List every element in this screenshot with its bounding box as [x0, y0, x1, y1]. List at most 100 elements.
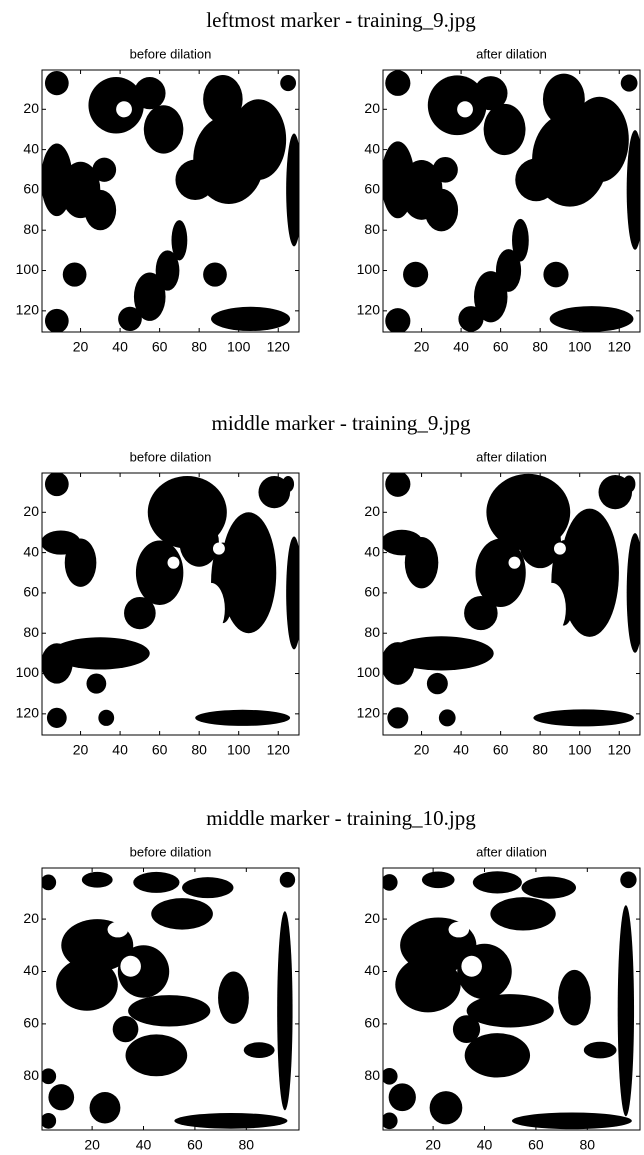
- blob: [490, 897, 555, 930]
- blob: [381, 642, 415, 685]
- blob: [126, 1034, 188, 1076]
- blob: [45, 472, 69, 496]
- blob: [128, 995, 210, 1026]
- y-tick-label: 20: [364, 503, 380, 519]
- y-tick-label: 80: [23, 221, 39, 237]
- x-tick-label: 40: [136, 1137, 152, 1153]
- x-tick-label: 120: [608, 339, 632, 355]
- y-tick-label: 60: [23, 584, 39, 600]
- x-tick-label: 80: [191, 742, 207, 758]
- blob: [430, 1091, 463, 1124]
- hole: [461, 956, 482, 977]
- blob: [425, 189, 459, 232]
- y-tick-label: 60: [23, 181, 39, 197]
- blob: [211, 307, 290, 331]
- hole: [120, 956, 141, 977]
- y-tick-label: 20: [23, 503, 39, 519]
- blob: [82, 872, 113, 888]
- image-content: [381, 471, 644, 728]
- y-tick-label: 40: [23, 140, 39, 156]
- blob: [86, 674, 106, 694]
- x-tick-label: 20: [425, 1137, 441, 1153]
- y-tick-label: 100: [16, 261, 40, 277]
- y-tick-label: 40: [23, 962, 39, 978]
- panel-title: before dilation: [130, 844, 212, 859]
- x-tick-label: 40: [112, 339, 128, 355]
- blob: [395, 957, 460, 1013]
- blob: [439, 709, 456, 726]
- blob: [627, 130, 644, 250]
- blob: [458, 306, 483, 332]
- y-tick-label: 60: [364, 1015, 380, 1031]
- blob: [286, 133, 302, 246]
- blob: [133, 872, 179, 893]
- y-tick-label: 80: [364, 624, 380, 640]
- y-tick-label: 20: [23, 100, 39, 116]
- hole: [449, 922, 470, 938]
- image-content: [41, 71, 302, 333]
- blob: [136, 541, 183, 605]
- blob: [203, 262, 227, 286]
- blob: [405, 537, 439, 588]
- blob: [627, 533, 644, 653]
- y-tick-label: 100: [357, 261, 381, 277]
- blob: [113, 1016, 139, 1042]
- y-tick-label: 40: [364, 140, 380, 156]
- hole: [197, 583, 225, 635]
- blob: [464, 596, 498, 630]
- blob: [63, 262, 87, 286]
- y-tick-label: 80: [23, 624, 39, 640]
- blob: [45, 71, 69, 95]
- figure-title: middle marker - training_9.jpg: [212, 411, 471, 435]
- y-tick-label: 20: [364, 910, 380, 926]
- hole: [554, 543, 566, 555]
- y-tick-label: 80: [364, 221, 380, 237]
- blob: [484, 104, 526, 155]
- blob: [151, 898, 213, 929]
- panel-title: after dilation: [476, 844, 547, 859]
- blob: [56, 958, 118, 1010]
- blob: [280, 75, 296, 91]
- blob: [47, 708, 67, 728]
- blob: [467, 994, 554, 1027]
- blob: [182, 877, 233, 898]
- blob: [88, 77, 143, 133]
- y-tick-label: 20: [23, 910, 39, 926]
- blob: [512, 1112, 632, 1129]
- y-tick-label: 40: [364, 543, 380, 559]
- x-tick-label: 100: [568, 339, 592, 355]
- y-tick-label: 80: [23, 1067, 39, 1083]
- x-tick-label: 100: [568, 742, 592, 758]
- x-tick-label: 60: [152, 742, 168, 758]
- x-tick-label: 60: [528, 1137, 544, 1153]
- panel-title: before dilation: [130, 46, 212, 61]
- image: [41, 472, 302, 728]
- blob: [558, 970, 591, 1026]
- figure: leftmost marker - training_9.jpgbefore d…: [0, 0, 644, 1155]
- blob: [218, 971, 249, 1023]
- x-tick-label: 40: [477, 1137, 493, 1153]
- hole: [213, 543, 225, 555]
- blob: [465, 1033, 530, 1077]
- blob: [533, 709, 634, 726]
- blob: [174, 1113, 287, 1129]
- blob: [621, 75, 638, 92]
- x-tick-label: 80: [532, 339, 548, 355]
- blob: [92, 158, 116, 182]
- blob: [427, 673, 448, 694]
- image: [381, 871, 636, 1129]
- image-content: [41, 872, 295, 1129]
- blob: [41, 875, 56, 891]
- x-tick-label: 60: [493, 742, 509, 758]
- blob: [381, 1112, 397, 1129]
- blob: [244, 1042, 275, 1058]
- blob: [41, 643, 73, 683]
- blob: [134, 77, 166, 109]
- blob: [385, 308, 410, 334]
- x-tick-label: 100: [227, 742, 251, 758]
- x-tick-label: 80: [580, 1137, 596, 1153]
- blob: [65, 539, 97, 587]
- panel-title: after dilation: [476, 46, 547, 61]
- y-tick-label: 120: [357, 302, 381, 318]
- blob: [280, 872, 295, 888]
